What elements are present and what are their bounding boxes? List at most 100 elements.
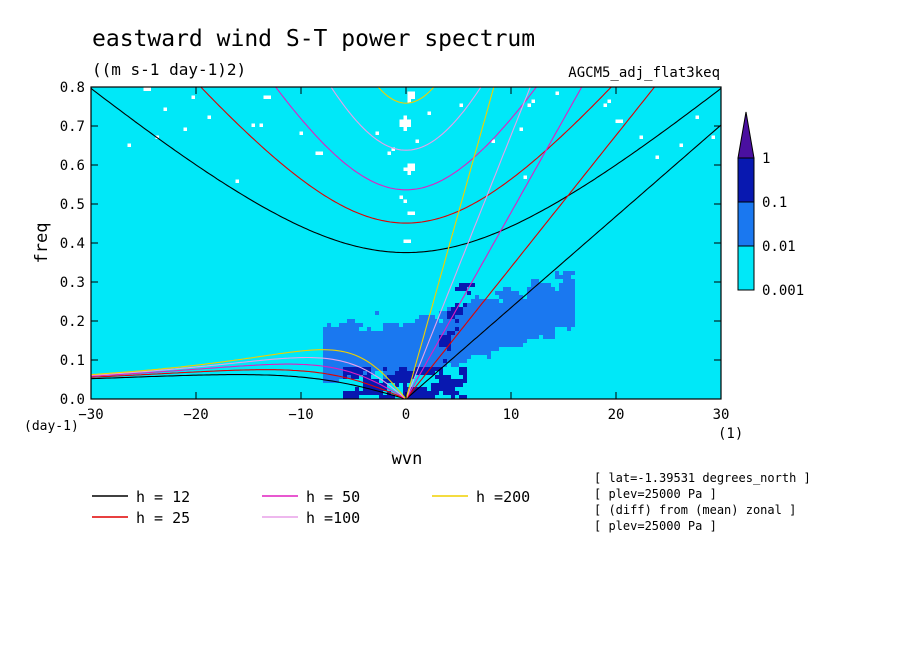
power-cell — [127, 219, 132, 224]
power-cell — [155, 143, 160, 148]
power-cell — [219, 167, 224, 172]
power-cell — [139, 315, 144, 320]
power-cell — [283, 183, 288, 188]
power-cell — [339, 91, 344, 96]
power-cell — [159, 123, 164, 128]
power-cell — [299, 139, 304, 144]
power-cell — [311, 359, 316, 364]
power-cell — [267, 131, 272, 136]
power-cell — [231, 239, 236, 244]
power-cell — [155, 223, 160, 228]
power-cell — [335, 119, 340, 124]
power-cell — [263, 347, 268, 352]
power-cell — [135, 207, 140, 212]
power-cell — [327, 259, 332, 264]
power-cell — [263, 219, 268, 224]
power-cell — [267, 379, 272, 384]
power-cell — [119, 307, 124, 312]
power-cell — [159, 115, 164, 120]
power-cell — [319, 87, 324, 92]
power-cell — [191, 387, 196, 392]
power-cell — [195, 323, 200, 328]
power-cell — [207, 319, 212, 324]
power-cell — [155, 91, 160, 96]
power-cell — [291, 351, 296, 356]
power-cell — [215, 171, 220, 176]
power-cell — [127, 235, 132, 240]
power-cell — [111, 299, 116, 304]
power-cell — [223, 187, 228, 192]
power-cell — [179, 291, 184, 296]
power-cell — [315, 255, 320, 260]
power-cell — [307, 379, 312, 384]
power-cell — [275, 215, 280, 220]
power-cell — [335, 99, 340, 104]
power-cell — [175, 299, 180, 304]
power-cell — [211, 179, 216, 184]
power-cell — [259, 319, 264, 324]
power-cell — [275, 243, 280, 248]
power-cell — [103, 291, 108, 296]
power-cell — [319, 123, 324, 128]
power-cell — [251, 227, 256, 232]
power-cell — [155, 263, 160, 268]
power-cell — [311, 327, 316, 332]
power-cell — [327, 215, 332, 220]
power-cell — [103, 375, 108, 380]
power-cell — [191, 247, 196, 252]
power-cell — [139, 219, 144, 224]
power-cell — [311, 247, 316, 252]
power-cell — [303, 231, 308, 236]
power-cell — [255, 255, 260, 260]
power-cell — [155, 311, 160, 316]
power-cell — [127, 139, 132, 144]
power-cell — [175, 391, 180, 396]
power-cell — [183, 311, 188, 316]
power-cell — [327, 255, 332, 260]
power-cell — [215, 299, 220, 304]
power-cell — [139, 243, 144, 248]
power-cell — [275, 151, 280, 156]
power-cell — [251, 219, 256, 224]
power-cell — [315, 263, 320, 268]
power-cell — [127, 295, 132, 300]
power-cell — [155, 87, 160, 92]
power-cell — [123, 183, 128, 188]
power-cell — [175, 311, 180, 316]
power-cell — [147, 379, 152, 384]
power-cell — [167, 203, 172, 208]
power-cell — [155, 395, 160, 399]
power-cell — [283, 195, 288, 200]
power-cell — [135, 215, 140, 220]
power-cell — [215, 243, 220, 248]
power-cell — [127, 291, 132, 296]
power-cell — [255, 163, 260, 168]
power-cell — [123, 195, 128, 200]
power-cell — [195, 315, 200, 320]
power-cell — [223, 379, 228, 384]
power-cell — [107, 159, 112, 164]
power-cell — [299, 299, 304, 304]
power-cell — [131, 231, 136, 236]
power-cell — [103, 115, 108, 120]
power-cell — [287, 163, 292, 168]
power-cell — [207, 103, 212, 108]
power-cell — [119, 315, 124, 320]
power-cell — [203, 391, 208, 396]
power-cell — [263, 315, 268, 320]
power-cell — [263, 135, 268, 140]
power-cell — [335, 191, 340, 196]
power-cell — [263, 335, 268, 340]
power-cell — [143, 315, 148, 320]
power-cell — [347, 103, 352, 108]
power-cell — [151, 355, 156, 360]
power-cell — [331, 243, 336, 248]
power-cell — [235, 323, 240, 328]
power-cell — [311, 299, 316, 304]
power-cell — [103, 319, 108, 324]
power-cell — [195, 175, 200, 180]
power-cell — [235, 247, 240, 252]
power-cell — [227, 227, 232, 232]
power-cell — [95, 231, 100, 236]
power-cell — [235, 383, 240, 388]
